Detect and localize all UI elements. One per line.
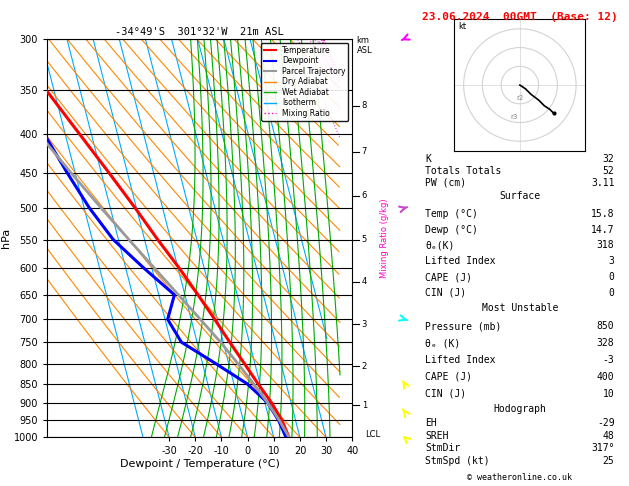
Text: 8: 8 xyxy=(362,101,367,110)
Text: 6: 6 xyxy=(362,191,367,200)
Text: -29: -29 xyxy=(597,418,615,428)
Text: 318: 318 xyxy=(597,241,615,250)
Text: -3: -3 xyxy=(603,355,615,365)
Text: 1: 1 xyxy=(362,400,367,410)
Text: Mixing Ratio (g/kg): Mixing Ratio (g/kg) xyxy=(380,198,389,278)
Text: 2: 2 xyxy=(362,362,367,370)
Text: 3: 3 xyxy=(362,319,367,329)
Text: CIN (J): CIN (J) xyxy=(425,389,466,399)
Text: CIN (J): CIN (J) xyxy=(425,288,466,298)
Text: CAPE (J): CAPE (J) xyxy=(425,272,472,282)
Text: Surface: Surface xyxy=(499,191,540,201)
Text: Lifted Index: Lifted Index xyxy=(425,355,496,365)
Text: PW (cm): PW (cm) xyxy=(425,178,466,188)
Legend: Temperature, Dewpoint, Parcel Trajectory, Dry Adiabat, Wet Adiabat, Isotherm, Mi: Temperature, Dewpoint, Parcel Trajectory… xyxy=(261,43,348,121)
Text: 32: 32 xyxy=(603,155,615,164)
Text: Lifted Index: Lifted Index xyxy=(425,256,496,266)
Text: SREH: SREH xyxy=(425,431,448,441)
Y-axis label: hPa: hPa xyxy=(1,228,11,248)
Title: -34°49'S  301°32'W  21m ASL: -34°49'S 301°32'W 21m ASL xyxy=(115,27,284,37)
Text: 23.06.2024  00GMT  (Base: 12): 23.06.2024 00GMT (Base: 12) xyxy=(422,12,618,22)
Text: θₑ (K): θₑ (K) xyxy=(425,338,460,348)
Text: Pressure (mb): Pressure (mb) xyxy=(425,321,502,331)
Text: 5: 5 xyxy=(362,235,367,244)
Text: r2: r2 xyxy=(516,95,523,101)
Text: Dewp (°C): Dewp (°C) xyxy=(425,225,478,235)
Text: 400: 400 xyxy=(597,372,615,382)
Text: 0: 0 xyxy=(609,272,615,282)
Text: Most Unstable: Most Unstable xyxy=(482,303,558,313)
Text: 15.8: 15.8 xyxy=(591,209,615,219)
Text: StmDir: StmDir xyxy=(425,443,460,453)
Text: Hodograph: Hodograph xyxy=(493,404,547,414)
Text: 52: 52 xyxy=(603,166,615,176)
Text: r3: r3 xyxy=(511,114,518,120)
Text: 317°: 317° xyxy=(591,443,615,453)
Text: 0: 0 xyxy=(609,288,615,298)
Text: 7: 7 xyxy=(362,147,367,156)
Text: 4: 4 xyxy=(362,278,367,286)
Text: 25: 25 xyxy=(603,456,615,466)
Text: θₑ(K): θₑ(K) xyxy=(425,241,455,250)
Text: 3: 3 xyxy=(609,256,615,266)
Text: Totals Totals: Totals Totals xyxy=(425,166,502,176)
Text: 3.11: 3.11 xyxy=(591,178,615,188)
Text: © weatheronline.co.uk: © weatheronline.co.uk xyxy=(467,473,572,482)
Text: K: K xyxy=(425,155,431,164)
Text: StmSpd (kt): StmSpd (kt) xyxy=(425,456,490,466)
Text: Temp (°C): Temp (°C) xyxy=(425,209,478,219)
Text: CAPE (J): CAPE (J) xyxy=(425,372,472,382)
Text: km
ASL: km ASL xyxy=(357,35,372,55)
X-axis label: Dewpoint / Temperature (°C): Dewpoint / Temperature (°C) xyxy=(120,459,280,469)
Text: 328: 328 xyxy=(597,338,615,348)
Text: 14.7: 14.7 xyxy=(591,225,615,235)
Text: LCL: LCL xyxy=(365,430,380,439)
Text: 10: 10 xyxy=(603,389,615,399)
Text: EH: EH xyxy=(425,418,437,428)
Text: kt: kt xyxy=(458,22,466,31)
Text: 48: 48 xyxy=(603,431,615,441)
Text: 850: 850 xyxy=(597,321,615,331)
